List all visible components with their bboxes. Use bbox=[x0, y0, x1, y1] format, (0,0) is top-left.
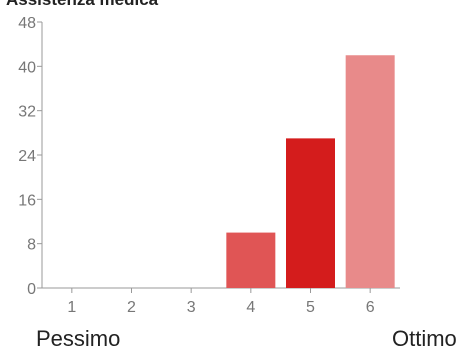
bar-6 bbox=[345, 55, 395, 288]
y-tick-label: 8 bbox=[27, 237, 36, 254]
bar-4 bbox=[226, 232, 276, 288]
x-tick-label: 3 bbox=[187, 299, 196, 316]
y-tick-label: 32 bbox=[18, 104, 36, 121]
x-tick-label: 5 bbox=[306, 299, 315, 316]
y-tick-label: 48 bbox=[18, 15, 36, 32]
y-tick-label: 24 bbox=[18, 148, 36, 165]
x-tick-label: 2 bbox=[127, 299, 136, 316]
scale-low-label: Pessimo bbox=[36, 326, 121, 351]
y-tick-label: 0 bbox=[27, 281, 36, 298]
bar-5 bbox=[286, 138, 335, 288]
x-tick-label: 6 bbox=[366, 299, 375, 316]
y-tick-label: 16 bbox=[18, 192, 36, 209]
x-tick-label: 4 bbox=[246, 299, 255, 316]
scale-high-label: Ottimo bbox=[392, 326, 457, 351]
y-tick-label: 40 bbox=[18, 59, 36, 76]
chart-title: Assistenza medica bbox=[6, 0, 158, 10]
x-tick-label: 1 bbox=[67, 299, 76, 316]
